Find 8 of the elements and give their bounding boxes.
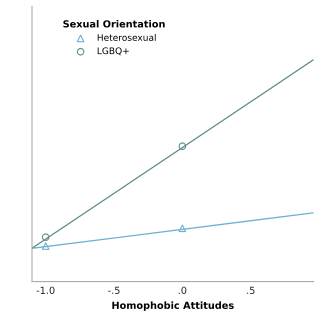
x-axis-title: Homophobic Attitudes [112,301,234,311]
legend-label: LGBQ+ [98,47,129,56]
x-tick-label: .0 [178,286,186,294]
x-tick-label: -.5 [108,286,120,294]
x-tick-label: -1.0 [36,286,55,294]
x-tick-label: .5 [247,286,255,294]
legend-title: Sexual Orientation [63,20,165,28]
legend-label: Heterosexual [98,34,156,41]
